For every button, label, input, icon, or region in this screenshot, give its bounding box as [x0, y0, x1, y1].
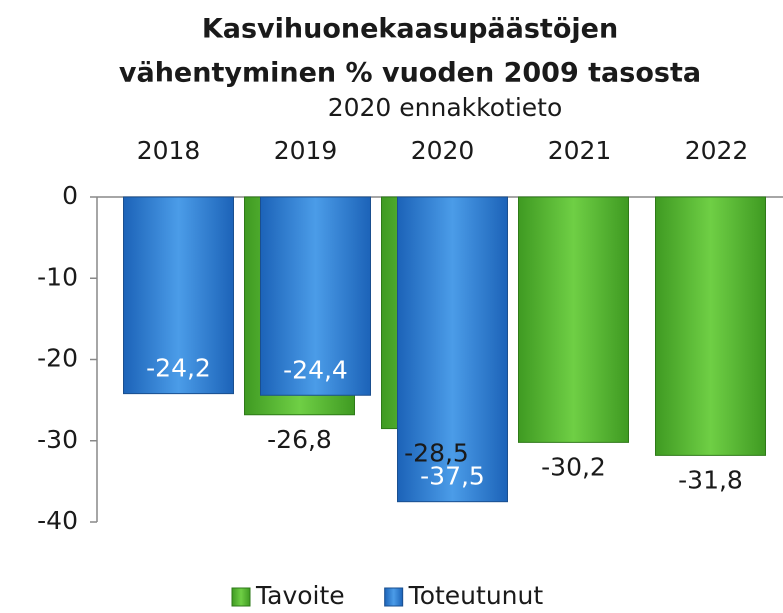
bar — [518, 196, 629, 443]
legend-swatch — [231, 587, 251, 607]
legend-swatch — [384, 587, 404, 607]
data-label: -30,2 — [541, 452, 606, 481]
data-label: -28,5 — [404, 439, 469, 468]
bar — [260, 196, 371, 396]
x-tick-label: 2021 — [548, 136, 612, 165]
y-tick-label: 0 — [62, 181, 78, 210]
legend-label: Tavoite — [255, 581, 345, 610]
data-label: -24,4 — [283, 355, 348, 384]
bar — [655, 196, 766, 456]
y-tick-label: -20 — [37, 344, 78, 373]
x-tick-label: 2019 — [274, 136, 338, 165]
y-tick-label: -10 — [37, 262, 78, 291]
y-tick-label: -30 — [37, 425, 78, 454]
x-tick-label: 2018 — [137, 136, 201, 165]
chart-title: vähentyminen % vuoden 2009 tasosta — [119, 58, 701, 89]
bar — [397, 196, 508, 503]
data-label: -31,8 — [678, 465, 743, 494]
x-tick-label: 2022 — [685, 136, 749, 165]
bar — [123, 196, 234, 395]
y-tick-label: -40 — [37, 506, 78, 535]
data-label: -26,8 — [267, 425, 332, 454]
data-label: -37,5 — [420, 462, 485, 491]
legend-label: Toteutunut — [408, 581, 544, 610]
chart-subtitle: 2020 ennakkotieto — [328, 93, 563, 122]
x-tick-label: 2020 — [411, 136, 475, 165]
data-label: -24,2 — [146, 354, 211, 383]
chart-title: Kasvihuonekaasupäästöjen — [202, 14, 618, 45]
